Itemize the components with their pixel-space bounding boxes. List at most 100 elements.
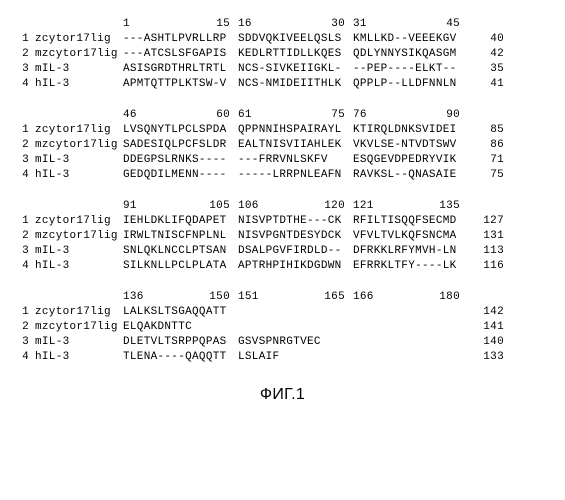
ruler-range: 3145 <box>353 18 468 30</box>
sequence-segment: KEDLRTTIDLLKQES <box>238 48 353 60</box>
sequence-segment: LSLAIF <box>238 351 353 363</box>
sequence-segment: DDEGPSLRNKS---- <box>123 154 238 166</box>
sequence-segment: GEDQDILMENN---- <box>123 169 238 181</box>
row-index: 4 <box>15 169 29 181</box>
sequence-segment: NCS-SIVKEIIGKL- <box>238 63 353 75</box>
sequence-row: 1zcytor17ligIEHLDKLIFQDAPETNISVPTDTHE---… <box>15 215 550 230</box>
ruler-range: 136150 <box>123 291 238 303</box>
end-position: 127 <box>468 215 504 227</box>
sequence-segment: TLENA----QAQQTT <box>123 351 238 363</box>
sequence-label: zcytor17lig <box>29 124 123 136</box>
sequence-row: 2mzcytor17ligELQAKDNTTC141 <box>15 321 550 336</box>
sequence-segment: APMTQTTPLKTSW-V <box>123 78 238 90</box>
sequence-alignment: 0x115163031451zcytor17lig---ASHTLPVRLLRP… <box>15 18 550 366</box>
row-index: 1 <box>15 33 29 45</box>
ruler-range: 166180 <box>353 291 468 303</box>
sequence-label: mIL-3 <box>29 154 123 166</box>
sequence-segment: --PEP----ELKT-- <box>353 63 468 75</box>
end-position: 41 <box>468 78 504 90</box>
row-index: 3 <box>15 154 29 166</box>
sequence-segment: -----LRRPNLEAFN <box>238 169 353 181</box>
sequence-row: 2mzcytor17lig---ATCSLSFGAPISKEDLRTTIDLLK… <box>15 48 550 63</box>
end-position: 140 <box>468 336 504 348</box>
sequence-segment: VFVLTVLKQFSNCMA <box>353 230 468 242</box>
sequence-segment: RAVKSL--QNASAIE <box>353 169 468 181</box>
ruler-row: 0x466061757690 <box>15 109 550 124</box>
sequence-row: 3mIL-3ASISGRDTHRLTRTLNCS-SIVKEIIGKL---PE… <box>15 63 550 78</box>
row-index: 4 <box>15 260 29 272</box>
sequence-segment: KMLLKD--VEEEKGV <box>353 33 468 45</box>
sequence-label: hIL-3 <box>29 169 123 181</box>
row-index: 3 <box>15 63 29 75</box>
end-position: 42 <box>468 48 504 60</box>
sequence-label: mzcytor17lig <box>29 48 123 60</box>
end-position: 35 <box>468 63 504 75</box>
sequence-row: 2mzcytor17ligIRWLTNISCFNPLNLNISVPGNTDESY… <box>15 230 550 245</box>
alignment-block: 0x115163031451zcytor17lig---ASHTLPVRLLRP… <box>15 18 550 93</box>
ruler-row: 0x91105106120121135 <box>15 200 550 215</box>
end-position: 116 <box>468 260 504 272</box>
sequence-segment: IRWLTNISCFNPLNL <box>123 230 238 242</box>
ruler-range: 6175 <box>238 109 353 121</box>
sequence-label: mIL-3 <box>29 245 123 257</box>
ruler-row: 0x11516303145 <box>15 18 550 33</box>
ruler-row: 0x136150151165166180 <box>15 291 550 306</box>
sequence-segment: RFILTISQQFSECMD <box>353 215 468 227</box>
ruler-range: 121135 <box>353 200 468 212</box>
sequence-label: mIL-3 <box>29 336 123 348</box>
row-index: 1 <box>15 215 29 227</box>
row-index: 2 <box>15 139 29 151</box>
ruler-range: 151165 <box>238 291 353 303</box>
sequence-segment: KTIRQLDNKSVIDEI <box>353 124 468 136</box>
sequence-row: 4hIL-3GEDQDILMENN---------LRRPNLEAFNRAVK… <box>15 169 550 184</box>
sequence-segment: QPPNNIHSPAIRAYL <box>238 124 353 136</box>
sequence-row: 1zcytor17lig---ASHTLPVRLLRPSDDVQKIVEELQS… <box>15 33 550 48</box>
sequence-label: mzcytor17lig <box>29 230 123 242</box>
ruler-range: 4660 <box>123 109 238 121</box>
sequence-label: zcytor17lig <box>29 306 123 318</box>
sequence-segment: NISVPTDTHE---CK <box>238 215 353 227</box>
row-index: 4 <box>15 351 29 363</box>
row-index: 3 <box>15 336 29 348</box>
sequence-segment: ---FRRVNLSKFV <box>238 154 353 166</box>
sequence-segment: ASISGRDTHRLTRTL <box>123 63 238 75</box>
sequence-segment: QPPLP--LLDFNNLN <box>353 78 468 90</box>
ruler-range: 106120 <box>238 200 353 212</box>
end-position: 113 <box>468 245 504 257</box>
sequence-segment: ESQGEVDPEDRYVIK <box>353 154 468 166</box>
sequence-segment: IEHLDKLIFQDAPET <box>123 215 238 227</box>
sequence-segment: LVSQNYTLPCLSPDA <box>123 124 238 136</box>
sequence-row: 4hIL-3APMTQTTPLKTSW-VNCS-NMIDEIITHLKQPPL… <box>15 78 550 93</box>
end-position: 141 <box>468 321 504 333</box>
sequence-segment: SDDVQKIVEELQSLS <box>238 33 353 45</box>
sequence-row: 3mIL-3SNLQKLNCCLPTSANDSALPGVFIRDLD--DFRK… <box>15 245 550 260</box>
sequence-segment: DFRKKLRFYMVH-LN <box>353 245 468 257</box>
sequence-segment: VKVLSE-NTVDTSWV <box>353 139 468 151</box>
ruler-range: 115 <box>123 18 238 30</box>
sequence-label: zcytor17lig <box>29 33 123 45</box>
end-position: 142 <box>468 306 504 318</box>
sequence-segment: ELQAKDNTTC <box>123 321 238 333</box>
end-position: 40 <box>468 33 504 45</box>
sequence-label: zcytor17lig <box>29 215 123 227</box>
sequence-label: hIL-3 <box>29 78 123 90</box>
sequence-row: 2mzcytor17ligSADESIQLPCFSLDREALTNISVIIAH… <box>15 139 550 154</box>
alignment-block: 0x1361501511651661801zcytor17ligLALKSLTS… <box>15 291 550 366</box>
sequence-segment: APTRHPIHIKDGDWN <box>238 260 353 272</box>
sequence-segment: LALKSLTSGAQQATT <box>123 306 238 318</box>
sequence-segment: NISVPGNTDESYDCK <box>238 230 353 242</box>
end-position: 75 <box>468 169 504 181</box>
sequence-segment: DSALPGVFIRDLD-- <box>238 245 353 257</box>
sequence-label: mzcytor17lig <box>29 321 123 333</box>
sequence-segment: EFRRKLTFY----LK <box>353 260 468 272</box>
sequence-label: mIL-3 <box>29 63 123 75</box>
sequence-segment: EALTNISVIIAHLEK <box>238 139 353 151</box>
alignment-block: 0x911051061201211351zcytor17ligIEHLDKLIF… <box>15 200 550 275</box>
figure-caption: ФИГ.1 <box>15 386 550 404</box>
sequence-label: hIL-3 <box>29 260 123 272</box>
ruler-range: 7690 <box>353 109 468 121</box>
sequence-segment: SADESIQLPCFSLDR <box>123 139 238 151</box>
row-index: 4 <box>15 78 29 90</box>
sequence-row: 3mIL-3DDEGPSLRNKS-------FRRVNLSKFVESQGEV… <box>15 154 550 169</box>
sequence-segment: ---ATCSLSFGAPIS <box>123 48 238 60</box>
